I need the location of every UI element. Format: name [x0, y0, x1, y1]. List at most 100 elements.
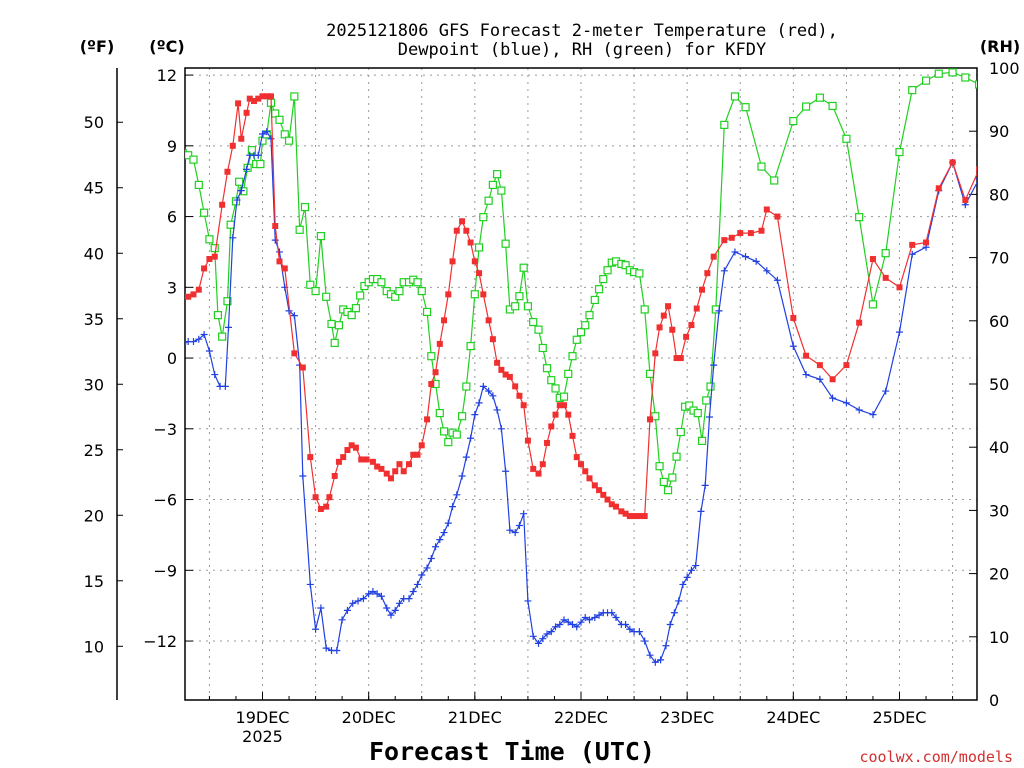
temperature-point	[728, 234, 735, 241]
temperature-point	[369, 458, 376, 465]
rh-point	[290, 92, 299, 101]
temperature-point	[291, 350, 298, 357]
temperature-point	[721, 237, 728, 244]
temperature-point	[693, 305, 700, 312]
temperature-point	[949, 159, 956, 166]
dewpoint-point	[701, 481, 709, 489]
unit-fahrenheit-label: (ºF)	[80, 37, 115, 56]
dewpoint-point	[467, 434, 475, 442]
dewpoint-point	[471, 411, 479, 419]
rh-point	[493, 170, 502, 179]
temperature-point	[406, 461, 413, 468]
credit-label: coolwx.com/models	[859, 748, 1013, 766]
dewpoint-point	[683, 573, 691, 581]
rh-point	[239, 187, 248, 196]
dewpoint-point	[493, 406, 501, 414]
rh-point	[497, 186, 506, 195]
rh-point	[720, 120, 729, 129]
rh-point	[564, 369, 573, 378]
temperature-point	[206, 256, 213, 263]
dewpoint-point	[343, 606, 351, 614]
rh-point	[330, 338, 339, 348]
temperature-point	[323, 503, 330, 510]
temperature-point	[317, 505, 324, 512]
date-tick-year-label: 2025	[242, 727, 283, 746]
temperature-point	[392, 468, 399, 475]
rh-point	[685, 401, 694, 410]
temperature-point	[656, 324, 663, 331]
series-line-rh	[185, 71, 977, 492]
rh-point	[247, 146, 256, 155]
temperature-point	[683, 333, 690, 340]
rh-point	[226, 220, 235, 229]
date-tick-label: 20DEC	[342, 708, 396, 727]
temperature-point	[596, 487, 603, 494]
temperature-point	[613, 503, 620, 510]
fahrenheit-tick-label: 40	[84, 244, 104, 263]
dewpoint-point	[569, 621, 577, 629]
temperature-point	[344, 447, 351, 454]
fahrenheit-tick-label: 30	[84, 375, 104, 394]
dewpoint-point	[453, 491, 461, 499]
rh-point	[474, 243, 484, 252]
temperature-point	[829, 376, 836, 383]
temperature-point	[710, 253, 717, 260]
fahrenheit-tick-label: 15	[84, 572, 104, 591]
temperature-point	[476, 270, 483, 277]
temperature-point	[281, 265, 288, 272]
temperature-point	[299, 364, 306, 371]
dewpoint-point	[427, 555, 435, 563]
temperature-point	[869, 256, 876, 263]
rh-tick-label: 100	[989, 59, 1020, 78]
dewpoint-point	[436, 536, 444, 544]
dewpoint-point	[763, 267, 771, 275]
temperature-point	[195, 286, 202, 293]
rh-point	[311, 286, 320, 296]
temperature-point	[471, 258, 478, 265]
temperature-point	[647, 416, 654, 423]
rh-point	[975, 80, 977, 89]
dewpoint-point	[259, 130, 267, 138]
chart-title-line2: Dewpoint (blue), RH (green) for KFDY	[398, 40, 766, 60]
rh-point	[316, 232, 325, 241]
rh-point	[568, 352, 577, 361]
dewpoint-point	[720, 267, 728, 275]
dewpoint-point	[414, 580, 422, 588]
dewpoint-point	[651, 658, 659, 666]
temperature-point	[636, 513, 643, 520]
temperature-point	[201, 265, 208, 272]
rh-point	[693, 408, 702, 418]
temperature-point	[453, 227, 460, 234]
dewpoint-point	[816, 375, 824, 383]
x-axis-label: Forecast Time (UTC)	[369, 737, 655, 766]
dewpoint-point	[657, 656, 665, 664]
rh-point	[280, 130, 289, 139]
temperature-point	[229, 142, 236, 149]
dewpoint-point	[511, 529, 519, 537]
grid-lines	[185, 68, 977, 700]
dewpoint-point	[731, 248, 739, 256]
rh-point	[322, 292, 331, 301]
rh-point	[327, 319, 336, 329]
temperature-point	[565, 411, 572, 418]
temperature-point	[243, 109, 250, 116]
dewpoint-point	[349, 599, 357, 607]
temperature-point	[604, 496, 611, 503]
rh-point	[770, 176, 779, 185]
rh-point	[663, 486, 673, 495]
rh-point	[921, 76, 931, 85]
dewpoint-point	[705, 413, 713, 421]
temperature-point	[763, 206, 770, 213]
temperature-point	[582, 468, 589, 475]
rh-point	[730, 92, 740, 101]
dewpoint-point	[710, 361, 718, 369]
dewpoint-point	[752, 257, 760, 265]
dewpoint-point	[322, 644, 330, 652]
dewpoint-point	[773, 276, 781, 284]
rh-point	[697, 436, 707, 445]
rh-point	[948, 68, 957, 77]
rh-point	[895, 147, 904, 157]
temperature-point	[238, 135, 245, 142]
rh-point	[559, 392, 569, 401]
temperature-point	[688, 322, 695, 329]
